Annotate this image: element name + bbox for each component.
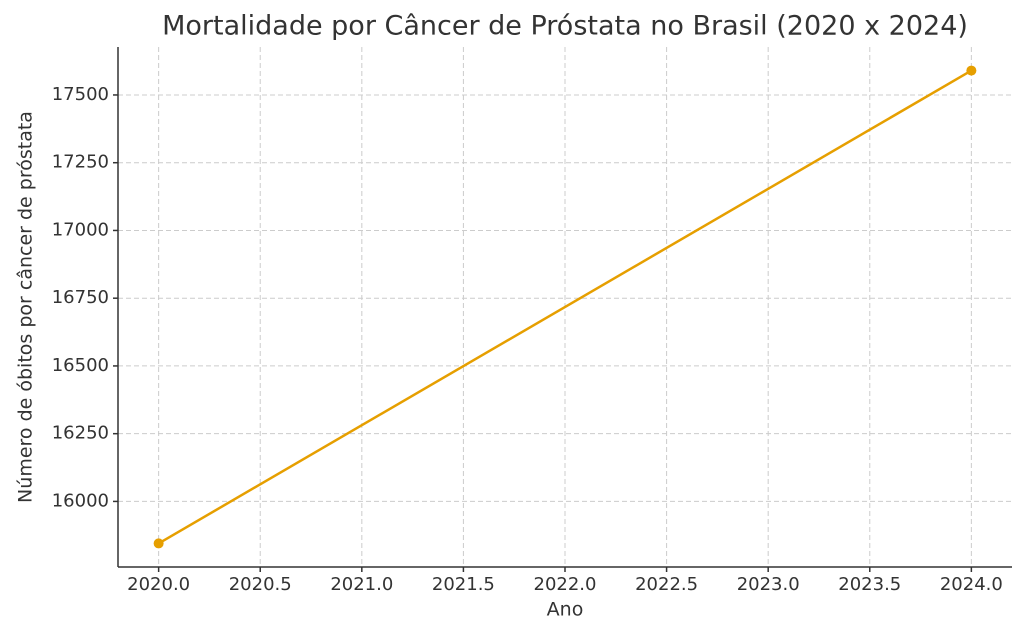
- x-tick-label: 2020.5: [229, 574, 292, 595]
- y-tick-label: 16250: [52, 423, 109, 444]
- chart-title: Mortalidade por Câncer de Próstata no Br…: [162, 11, 968, 42]
- point: [153, 538, 164, 549]
- x-axis-label: Ano: [547, 599, 584, 621]
- y-tick-label: 17500: [52, 84, 109, 105]
- x-tick-label: 2022.5: [635, 574, 698, 595]
- y-axis-label: Número de óbitos por câncer de próstata: [15, 111, 37, 503]
- y-tick-label: 16500: [52, 355, 109, 376]
- y-tick-label: 16750: [52, 287, 109, 308]
- y-tick-label: 17250: [52, 152, 109, 173]
- point: [966, 65, 977, 76]
- y-tick-label: 16000: [52, 490, 109, 511]
- x-tick-label: 2021.5: [432, 574, 495, 595]
- line: [158, 69, 972, 545]
- x-tick-label: 2023.0: [737, 574, 800, 595]
- x-tick-label: 2024.0: [940, 574, 1003, 595]
- x-tick-label: 2020.0: [127, 574, 190, 595]
- y-tick-label: 17000: [52, 219, 109, 240]
- x-tick-label: 2022.0: [534, 574, 597, 595]
- x-tick-label: 2023.5: [838, 574, 901, 595]
- x-tick-label: 2021.0: [330, 574, 393, 595]
